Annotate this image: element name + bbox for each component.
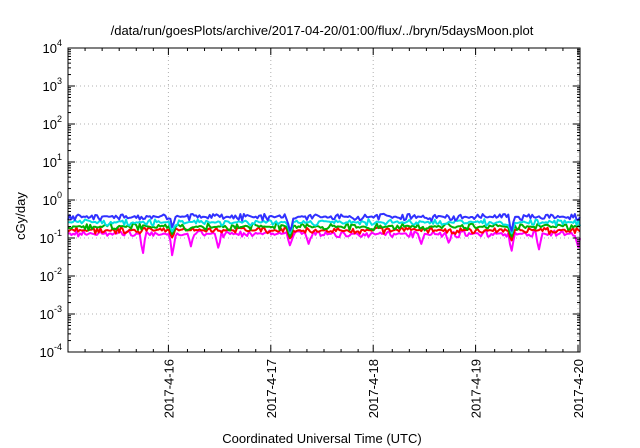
y-axis-label: cGy/day [13, 192, 28, 240]
y-tick-label: 100 [43, 190, 62, 208]
series-line [67, 212, 581, 232]
grid [68, 48, 580, 352]
series-line [67, 229, 581, 257]
x-tick-label: 2017-4-20 [571, 359, 586, 418]
x-tick-label: 2017-4-16 [161, 359, 176, 418]
x-tick-label: 2017-4-18 [366, 359, 381, 418]
x-tick-label: 2017-4-17 [264, 359, 279, 418]
y-tick-label: 104 [43, 38, 62, 56]
x-tick-label: 2017-4-19 [469, 359, 484, 418]
y-tick-label: 10-2 [40, 266, 62, 284]
y-tick-label: 10-4 [40, 342, 62, 360]
chart-title: /data/run/goesPlots/archive/2017-04-20/0… [111, 23, 534, 38]
y-tick-label: 10-3 [40, 304, 62, 322]
y-tick-labels: 104 103 102 101 100 10-1 10-2 10-3 10-4 [40, 38, 62, 360]
ticks [68, 47, 580, 353]
series-line [67, 226, 581, 242]
x-axis-label: Coordinated Universal Time (UTC) [222, 431, 421, 446]
series-layer [67, 212, 581, 257]
y-tick-label: 10-1 [40, 228, 62, 246]
y-tick-label: 102 [43, 114, 62, 132]
series-line [68, 218, 581, 235]
x-tick-labels: 2017-4-16 2017-4-17 2017-4-18 2017-4-19 2017… [161, 359, 586, 418]
y-tick-label: 101 [43, 152, 62, 170]
y-tick-label: 103 [43, 76, 62, 94]
